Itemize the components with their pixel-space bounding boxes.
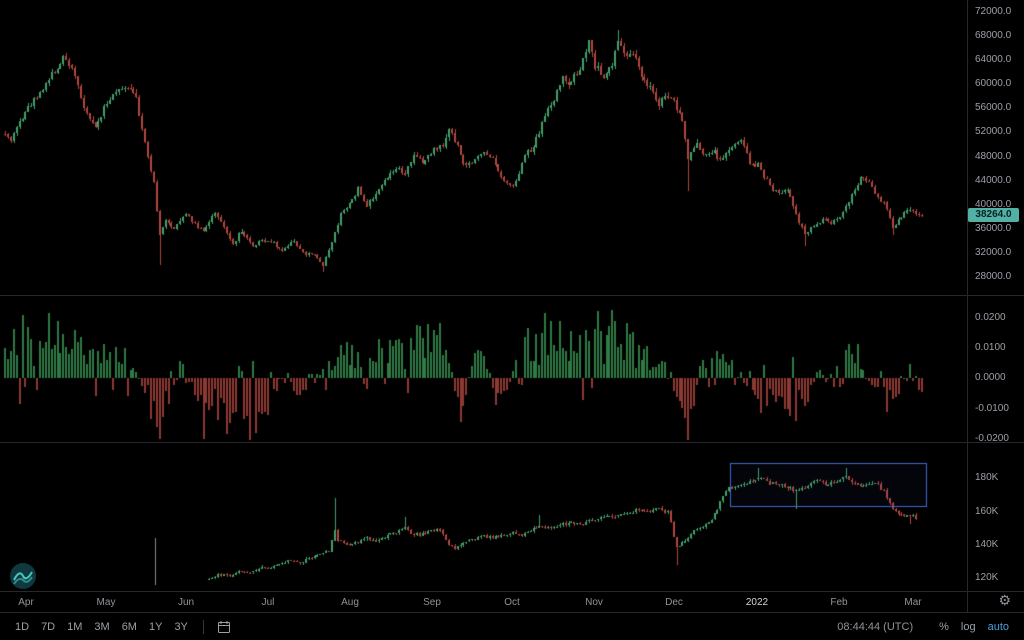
price-tick-label: 60000.0: [975, 78, 1012, 90]
price-tick-label: 0.0000: [975, 372, 1006, 384]
utc-clock[interactable]: 08:44:44 (UTC): [832, 619, 918, 635]
auto-scale-button[interactable]: auto: [983, 619, 1014, 635]
price-tick-label: -0.0200: [975, 432, 1009, 444]
time-tick-label: Oct: [504, 597, 520, 608]
range-selector: 1D 7D 1M 3M 6M 1Y 3Y: [10, 618, 238, 636]
log-scale-button[interactable]: log: [956, 619, 981, 635]
time-tick-label: Aug: [341, 597, 359, 608]
time-tick-label: 2022: [745, 597, 769, 608]
go-to-date-button[interactable]: [212, 618, 236, 636]
price-tick-label: -0.0100: [975, 402, 1009, 414]
price-axis-border: [967, 0, 968, 612]
last-price-label: 38264.0: [968, 208, 1019, 222]
price-tick-label: 140K: [975, 538, 999, 550]
calendar-icon: [217, 620, 230, 633]
time-tick-label: Jun: [177, 597, 195, 608]
settings-gear-icon[interactable]: ⚙: [998, 592, 1011, 608]
price-tick-label: 52000.0: [975, 126, 1012, 138]
watermark-logo-icon: [10, 563, 36, 589]
price-tick-label: 160K: [975, 505, 999, 517]
time-tick-label: Apr: [18, 597, 34, 608]
price-tick-label: 72000.0: [975, 6, 1012, 18]
toolbar-divider: [202, 619, 204, 634]
price-tick-label: 28000.0: [975, 270, 1012, 282]
pane-separator-1[interactable]: [0, 295, 1024, 296]
price-tick-label: 180K: [975, 472, 999, 484]
range-button-1y[interactable]: 1Y: [144, 619, 167, 635]
price-tick-label: 68000.0: [975, 30, 1012, 42]
price-tick-label: 0.0100: [975, 342, 1006, 354]
price-tick-label: 48000.0: [975, 150, 1012, 162]
price-tick-label: 44000.0: [975, 174, 1012, 186]
time-tick-label: Nov: [585, 597, 603, 608]
range-button-6m[interactable]: 6M: [117, 619, 142, 635]
bottom-toolbar: 1D 7D 1M 3M 6M 1Y 3Y 08:44:44 (UTC) % lo…: [0, 612, 1024, 640]
time-axis-scale[interactable]: Apr May Jun Jul Aug Sep Oct Nov Dec 2022 Feb Mar: [0, 596, 967, 610]
price-axis-scale[interactable]: 72000.0 68000.0 64000.0 60000.0 56000.0 52000…: [967, 0, 1024, 591]
time-tick-label: Sep: [423, 597, 441, 608]
price-tick-label: 56000.0: [975, 102, 1012, 114]
percent-scale-button[interactable]: %: [934, 619, 954, 635]
time-tick-label: Feb: [830, 597, 848, 608]
range-button-3m[interactable]: 3M: [89, 619, 114, 635]
time-axis-separator: [0, 591, 1024, 592]
price-tick-label: 64000.0: [975, 54, 1012, 66]
price-tick-label: 32000.0: [975, 246, 1012, 258]
time-tick-label: Mar: [904, 597, 922, 608]
range-button-1d[interactable]: 1D: [10, 619, 34, 635]
price-tick-label: 40000.0: [975, 198, 1012, 210]
range-button-3y[interactable]: 3Y: [169, 619, 192, 635]
time-tick-label: Dec: [665, 597, 683, 608]
range-button-1m[interactable]: 1M: [62, 619, 87, 635]
range-button-7d[interactable]: 7D: [36, 619, 60, 635]
time-tick-label: May: [96, 597, 116, 608]
pane-separator-2[interactable]: [0, 442, 1024, 443]
price-tick-label: 120K: [975, 571, 999, 583]
time-tick-label: Jul: [261, 597, 275, 608]
scale-controls: 08:44:44 (UTC) % log auto: [830, 619, 1014, 635]
price-tick-label: 36000.0: [975, 222, 1012, 234]
price-tick-label: 0.0200: [975, 311, 1006, 323]
